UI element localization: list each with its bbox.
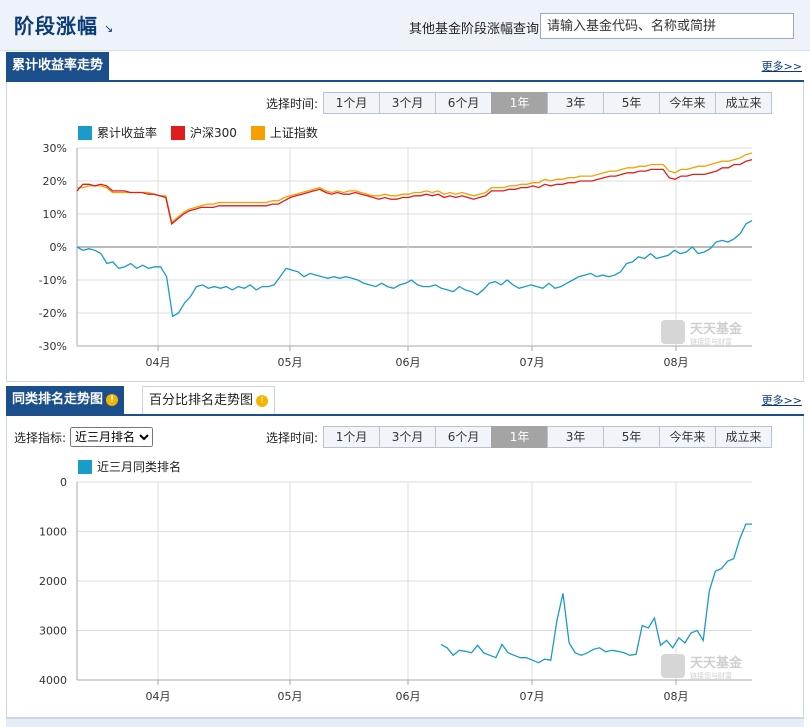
y-tick-label: 3000: [39, 625, 67, 638]
x-tick-label: 07月: [520, 690, 545, 703]
range-ytd-button[interactable]: 今年来: [659, 426, 717, 448]
range-label: 选择时间:: [266, 96, 319, 111]
y-tick-label: 0: [60, 476, 67, 489]
range-3m-button[interactable]: 3个月: [379, 92, 437, 114]
range-selector-2: 选择时间: 1个月 3个月 6个月 1年 3年 5年 今年来 成立来: [266, 426, 773, 448]
y-tick-label: 1000: [39, 526, 67, 539]
legend-1: 累计收益率 沪深300 上证指数: [78, 124, 332, 141]
range-3y-button[interactable]: 3年: [547, 426, 605, 448]
legend-swatch: [78, 125, 92, 140]
watermark-subtext: 链接您与财富: [690, 337, 732, 346]
range-since-inception-button[interactable]: 成立来: [715, 92, 773, 114]
watermark-icon: [661, 654, 685, 678]
x-tick-label: 04月: [146, 690, 171, 703]
y-tick-label: 4000: [39, 674, 67, 687]
range-label: 选择时间:: [266, 430, 319, 445]
y-tick-label: 0%: [50, 241, 67, 254]
range-1m-button[interactable]: 1个月: [323, 426, 381, 448]
page-title: 阶段涨幅: [14, 14, 98, 38]
range-1y-button[interactable]: 1年: [491, 426, 549, 448]
x-tick-label: 04月: [146, 356, 171, 369]
x-tick-label: 06月: [396, 690, 421, 703]
y-tick-label: -10%: [39, 274, 67, 287]
range-1m-button[interactable]: 1个月: [323, 92, 381, 114]
expand-arrow-icon[interactable]: ↘: [104, 22, 114, 35]
tab-rank-trend[interactable]: 同类排名走势图!: [6, 386, 125, 414]
watermark-text: 天天基金: [690, 655, 743, 671]
legend-swatch: [78, 459, 92, 474]
indicator-selector: 选择指标: 近三月排名: [14, 427, 154, 447]
range-1y-button[interactable]: 1年: [491, 92, 549, 114]
watermark-subtext: 链接您与财富: [690, 671, 732, 680]
legend-swatch: [171, 125, 186, 140]
series-line-0: [76, 220, 753, 318]
section-cumulative-header: 累计收益率走势 更多>>: [6, 52, 804, 82]
range-6m-button[interactable]: 6个月: [435, 426, 493, 448]
legend-2: 近三月同类排名: [78, 458, 195, 475]
watermark-icon: [661, 320, 685, 344]
bottom-divider: [6, 718, 804, 727]
y-tick-label: -30%: [39, 340, 67, 353]
series-line-2: [77, 152, 753, 224]
info-icon[interactable]: !: [256, 394, 269, 407]
x-tick-label: 07月: [520, 356, 545, 369]
range-3y-button[interactable]: 3年: [547, 92, 605, 114]
y-tick-label: -20%: [39, 307, 67, 320]
info-icon[interactable]: !: [106, 393, 119, 406]
section-rank-header: 同类排名走势图! 百分比排名走势图! 更多>>: [6, 386, 804, 416]
x-tick-label: 08月: [664, 356, 689, 369]
x-tick-label: 08月: [664, 690, 689, 703]
query-label: 其他基金阶段涨幅查询:: [409, 22, 544, 37]
range-since-inception-button[interactable]: 成立来: [715, 426, 773, 448]
y-tick-label: 30%: [43, 142, 67, 155]
y-tick-label: 2000: [39, 575, 67, 588]
range-5y-button[interactable]: 5年: [603, 92, 661, 114]
rank-trend-chart: 0 1000 2000 3000 4000 04月 05月 06月 07月 08月 天天基金链接您与…: [39, 476, 752, 703]
tab-cumulative-return[interactable]: 累计收益率走势: [6, 52, 110, 80]
indicator-select[interactable]: 近三月排名: [70, 427, 154, 447]
indicator-label: 选择指标:: [14, 430, 67, 445]
more-link-2[interactable]: 更多>>: [761, 394, 802, 407]
x-tick-label: 06月: [396, 356, 421, 369]
range-selector-1: 选择时间: 1个月 3个月 6个月 1年 3年 5年 今年来 成立来: [266, 92, 773, 114]
legend-item-fund[interactable]: 累计收益率: [78, 124, 157, 141]
fund-search-input[interactable]: [540, 13, 794, 39]
y-tick-label: 20%: [43, 175, 67, 188]
x-tick-label: 05月: [278, 690, 303, 703]
legend-item-rank[interactable]: 近三月同类排名: [78, 458, 181, 475]
range-ytd-button[interactable]: 今年来: [659, 92, 717, 114]
x-tick-label: 05月: [278, 356, 303, 369]
range-5y-button[interactable]: 5年: [603, 426, 661, 448]
legend-item-sh[interactable]: 上证指数: [250, 124, 318, 141]
series-line-1: [76, 158, 753, 226]
y-tick-label: 10%: [43, 208, 67, 221]
range-3m-button[interactable]: 3个月: [379, 426, 437, 448]
tab-percent-rank[interactable]: 百分比排名走势图!: [142, 386, 276, 414]
page-header: 阶段涨幅 ↘ 其他基金阶段涨幅查询:: [0, 0, 810, 51]
legend-item-hs300[interactable]: 沪深300: [171, 124, 237, 141]
more-link-1[interactable]: 更多>>: [761, 60, 802, 73]
cumulative-return-chart: 30% 20% 10% 0% -10% -20% -30% 04月 05月 06月 07月 08月 天天…: [39, 142, 753, 369]
legend-swatch: [250, 125, 265, 140]
range-6m-button[interactable]: 6个月: [435, 92, 493, 114]
watermark-text: 天天基金: [690, 321, 743, 337]
series-line-0: [440, 523, 752, 664]
